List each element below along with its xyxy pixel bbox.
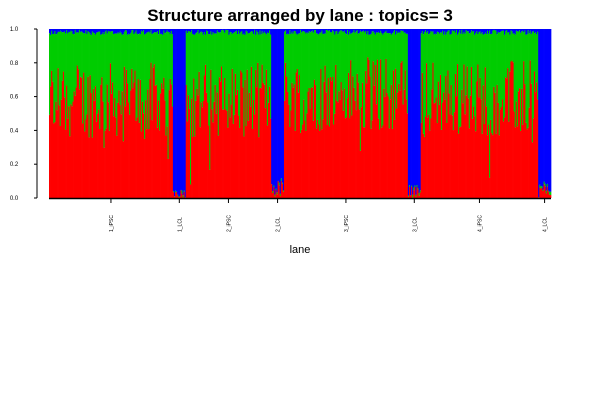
x-tick-label: 4_iPSC: [477, 215, 483, 232]
group-2_LCL: [271, 29, 284, 198]
x-tick-label: 3_LCL: [412, 217, 418, 232]
x-tick-label: 1_LCL: [177, 217, 183, 232]
x-tick-label: 3_iPSC: [344, 215, 350, 232]
chart-title: Structure arranged by lane : topics= 3: [147, 6, 453, 25]
y-tick-label: 0.8: [10, 61, 19, 67]
y-tick-label: 0.0: [10, 196, 19, 202]
x-tick-label: 1_iPSC: [109, 215, 115, 232]
x-tick-label: 2_iPSC: [226, 215, 232, 232]
y-tick-label: 0.4: [10, 128, 19, 134]
bars-layer: [49, 29, 551, 198]
x-axis-label: lane: [290, 244, 311, 256]
y-tick-label: 1.0: [10, 27, 19, 33]
y-tick-label: 0.2: [10, 162, 19, 168]
group-1_iPSC: [49, 29, 173, 198]
group-3_iPSC: [284, 29, 408, 198]
y-tick-label: 0.6: [10, 95, 19, 101]
bar-segment-topic3: [550, 29, 551, 192]
x-tick-label: 2_LCL: [276, 217, 282, 232]
bar-segment-topic2: [550, 192, 551, 195]
bar-segment-topic1: [550, 195, 551, 198]
group-3_LCL: [408, 29, 421, 198]
group-1_LCL: [173, 29, 186, 198]
group-4_iPSC: [421, 29, 539, 198]
group-2_iPSC: [186, 29, 272, 198]
x-tick-label: 4_LCL: [543, 217, 549, 232]
group-4_LCL: [538, 29, 551, 198]
